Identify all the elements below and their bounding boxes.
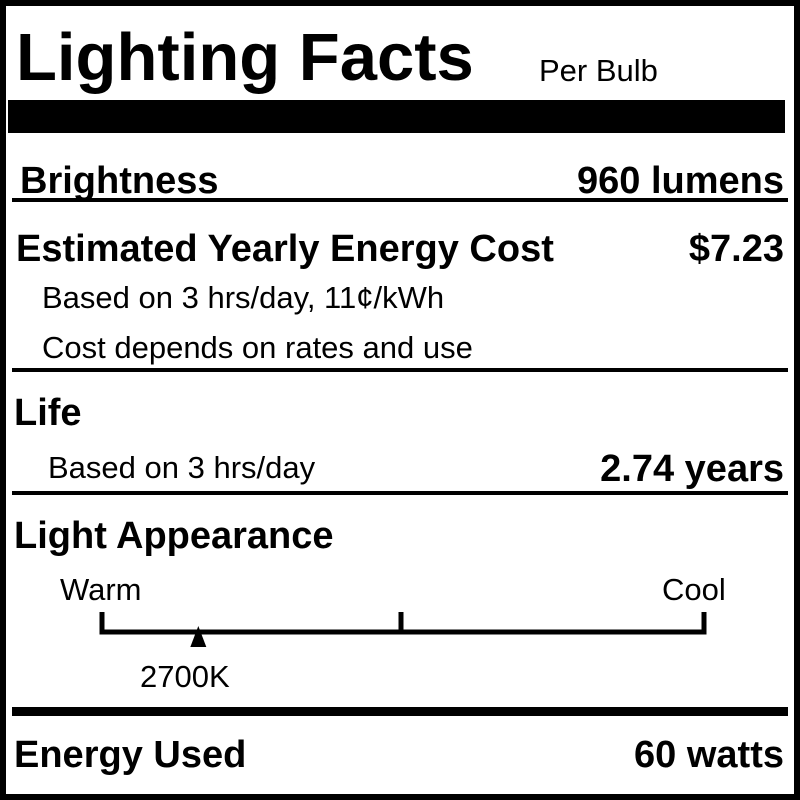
brightness-value: 960 lumens (577, 160, 784, 202)
scale-bar (99, 612, 707, 635)
light-appearance-label: Light Appearance (14, 515, 334, 557)
color-temperature-marker-icon (190, 626, 207, 647)
energy-cost-note-rates: Based on 3 hrs/day, 11¢/kWh (42, 280, 445, 315)
color-temperature-value: 2700K (140, 659, 230, 694)
energy-cost-value: $7.23 (688, 228, 784, 270)
divider (12, 198, 788, 202)
energy-cost-label: Estimated Yearly Energy Cost (16, 228, 554, 270)
energy-used-label: Energy Used (14, 734, 247, 776)
brightness-label: Brightness (20, 160, 219, 202)
label-subtitle: Per Bulb (539, 53, 658, 88)
energy-cost-note-usage: Cost depends on rates and use (42, 330, 473, 365)
label-title: Lighting Facts (16, 20, 474, 95)
thick-divider (12, 707, 788, 716)
warm-label: Warm (60, 572, 142, 607)
divider (12, 491, 788, 495)
color-temperature-scale (99, 612, 707, 647)
life-label: Life (14, 392, 82, 434)
divider (12, 368, 788, 372)
thick-header-bar (8, 100, 785, 133)
cool-label: Cool (662, 572, 726, 607)
life-value: 2.74 years (600, 448, 784, 490)
energy-used-value: 60 watts (634, 734, 784, 776)
life-note: Based on 3 hrs/day (48, 450, 316, 485)
